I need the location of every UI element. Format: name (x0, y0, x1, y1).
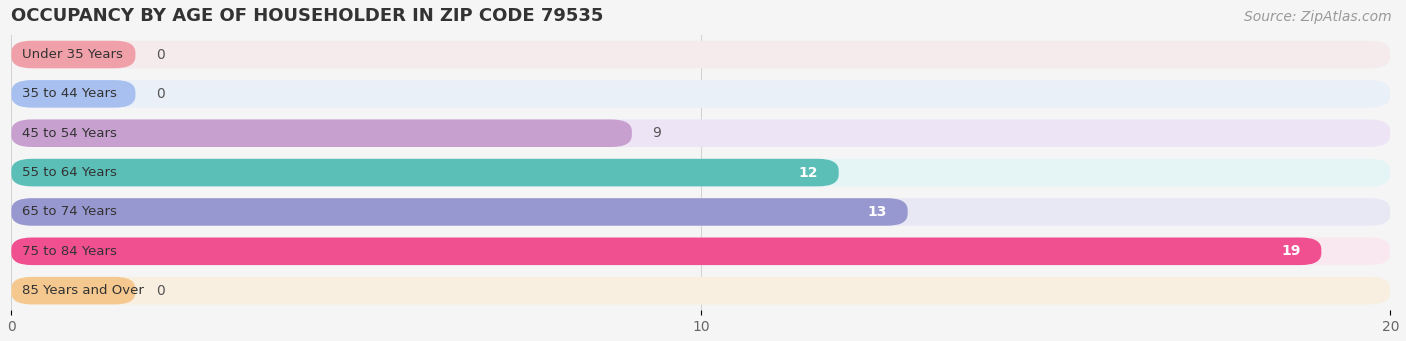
FancyBboxPatch shape (11, 238, 1322, 265)
FancyBboxPatch shape (11, 277, 135, 305)
FancyBboxPatch shape (11, 41, 1391, 68)
Text: Under 35 Years: Under 35 Years (21, 48, 122, 61)
Text: Source: ZipAtlas.com: Source: ZipAtlas.com (1244, 10, 1392, 24)
FancyBboxPatch shape (11, 41, 135, 68)
Text: 45 to 54 Years: 45 to 54 Years (21, 127, 117, 140)
Text: 9: 9 (652, 126, 661, 140)
FancyBboxPatch shape (11, 159, 839, 187)
Text: 0: 0 (156, 284, 165, 298)
FancyBboxPatch shape (11, 119, 631, 147)
FancyBboxPatch shape (11, 198, 1391, 226)
FancyBboxPatch shape (11, 198, 908, 226)
FancyBboxPatch shape (11, 159, 1391, 187)
Text: 65 to 74 Years: 65 to 74 Years (21, 205, 117, 219)
Text: 75 to 84 Years: 75 to 84 Years (21, 245, 117, 258)
Text: 0: 0 (156, 87, 165, 101)
FancyBboxPatch shape (11, 80, 1391, 108)
Text: 19: 19 (1281, 244, 1301, 258)
FancyBboxPatch shape (11, 119, 1391, 147)
FancyBboxPatch shape (11, 80, 135, 108)
Text: 0: 0 (156, 47, 165, 61)
Text: 55 to 64 Years: 55 to 64 Years (21, 166, 117, 179)
Text: 13: 13 (868, 205, 887, 219)
Text: 35 to 44 Years: 35 to 44 Years (21, 87, 117, 100)
Text: OCCUPANCY BY AGE OF HOUSEHOLDER IN ZIP CODE 79535: OCCUPANCY BY AGE OF HOUSEHOLDER IN ZIP C… (11, 7, 603, 25)
Text: 12: 12 (799, 166, 818, 180)
FancyBboxPatch shape (11, 238, 1391, 265)
Text: 85 Years and Over: 85 Years and Over (21, 284, 143, 297)
FancyBboxPatch shape (11, 277, 1391, 305)
